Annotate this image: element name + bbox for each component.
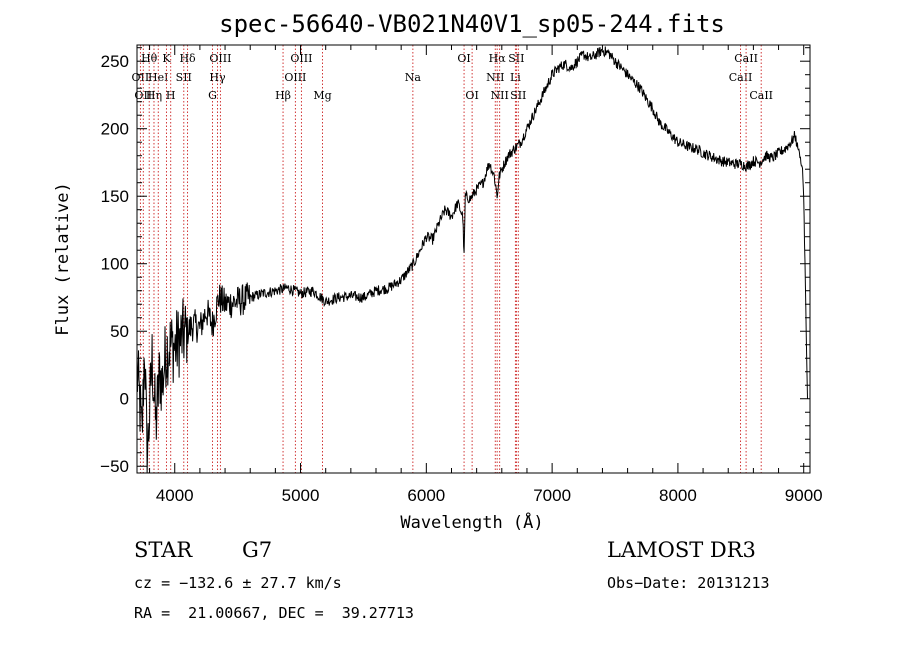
object-subclass: G7: [242, 538, 273, 562]
y-tick-label: 150: [101, 187, 129, 206]
spectral-line-label: NII: [486, 71, 504, 84]
chart-title: spec-56640-VB021N40V1_sp05-244.fits: [219, 10, 725, 38]
y-axis-label: Flux (relative): [53, 182, 73, 336]
y-tick-label: 250: [101, 52, 129, 71]
y-tick-label: 200: [101, 120, 129, 139]
y-axis: −50 0 50 100 150 200 250: [100, 47, 810, 476]
y-tick-label: 0: [120, 390, 129, 409]
spectral-line-label: OI: [465, 89, 478, 102]
spectrum-line: [136, 46, 808, 474]
spectral-line-label: SII: [508, 52, 524, 65]
y-tick-label: 100: [101, 255, 129, 274]
spectral-line-label: OI: [457, 52, 470, 65]
survey-name: LAMOST DR3: [607, 538, 756, 562]
spectral-line-label: SII: [176, 71, 192, 84]
spectral-line-label: H: [166, 89, 176, 102]
spectral-line-label: HeI: [148, 71, 168, 84]
plot-frame: [136, 44, 811, 474]
spectral-line-label: OIII: [209, 52, 231, 65]
spectral-line-label: Hγ: [209, 71, 226, 84]
spectral-line-label: CaII: [749, 89, 773, 102]
coordinates: RA = 21.00667, DEC = 39.27713: [134, 604, 414, 622]
y-tick-label: −50: [100, 457, 129, 476]
x-tick-label: 6000: [407, 486, 445, 505]
spectral-line-label: Hα: [489, 52, 507, 65]
x-tick-label: 7000: [533, 486, 571, 505]
spectral-line-label: OIII: [290, 52, 312, 65]
spectral-lines: OIIOIIHθHηHeIKHSIIHδGHγOIIIHβOIIIOIIIMgN…: [132, 45, 773, 473]
x-axis: 4000 5000 6000 7000 8000 9000: [149, 45, 823, 505]
spectral-line-label: Hη: [146, 89, 162, 102]
spectral-line-label: CaII: [734, 52, 758, 65]
spectrum-series: [136, 46, 808, 474]
spectral-line-label: Mg: [313, 89, 331, 102]
spectral-line-label: Na: [405, 71, 422, 84]
spectral-line-label: CaII: [729, 71, 753, 84]
spectral-line-label: Hθ: [141, 52, 158, 65]
object-class: STAR: [134, 538, 193, 562]
x-tick-label: 5000: [282, 486, 320, 505]
x-tick-label: 9000: [785, 486, 823, 505]
spectral-line-label: Li: [510, 71, 521, 84]
spectral-line-label: K: [162, 52, 171, 65]
spectral-line-label: G: [208, 89, 217, 102]
spectral-line-label: Hδ: [179, 52, 196, 65]
spectral-line-label: Hβ: [275, 89, 291, 102]
y-tick-label: 50: [110, 322, 129, 341]
x-tick-label: 8000: [659, 486, 697, 505]
spectral-line-label: OII: [132, 71, 150, 84]
spectral-line-label: OII: [134, 89, 152, 102]
spectral-line-label: NII: [491, 89, 509, 102]
x-tick-label: 4000: [156, 486, 194, 505]
x-axis-label: Wavelength (Å): [400, 511, 543, 533]
obs-date: Obs−Date: 20131213: [607, 574, 770, 592]
spectral-line-label: SII: [510, 89, 526, 102]
spectral-line-label: OIII: [284, 71, 306, 84]
redshift-cz: cz = −132.6 ± 27.7 km/s: [134, 574, 342, 592]
